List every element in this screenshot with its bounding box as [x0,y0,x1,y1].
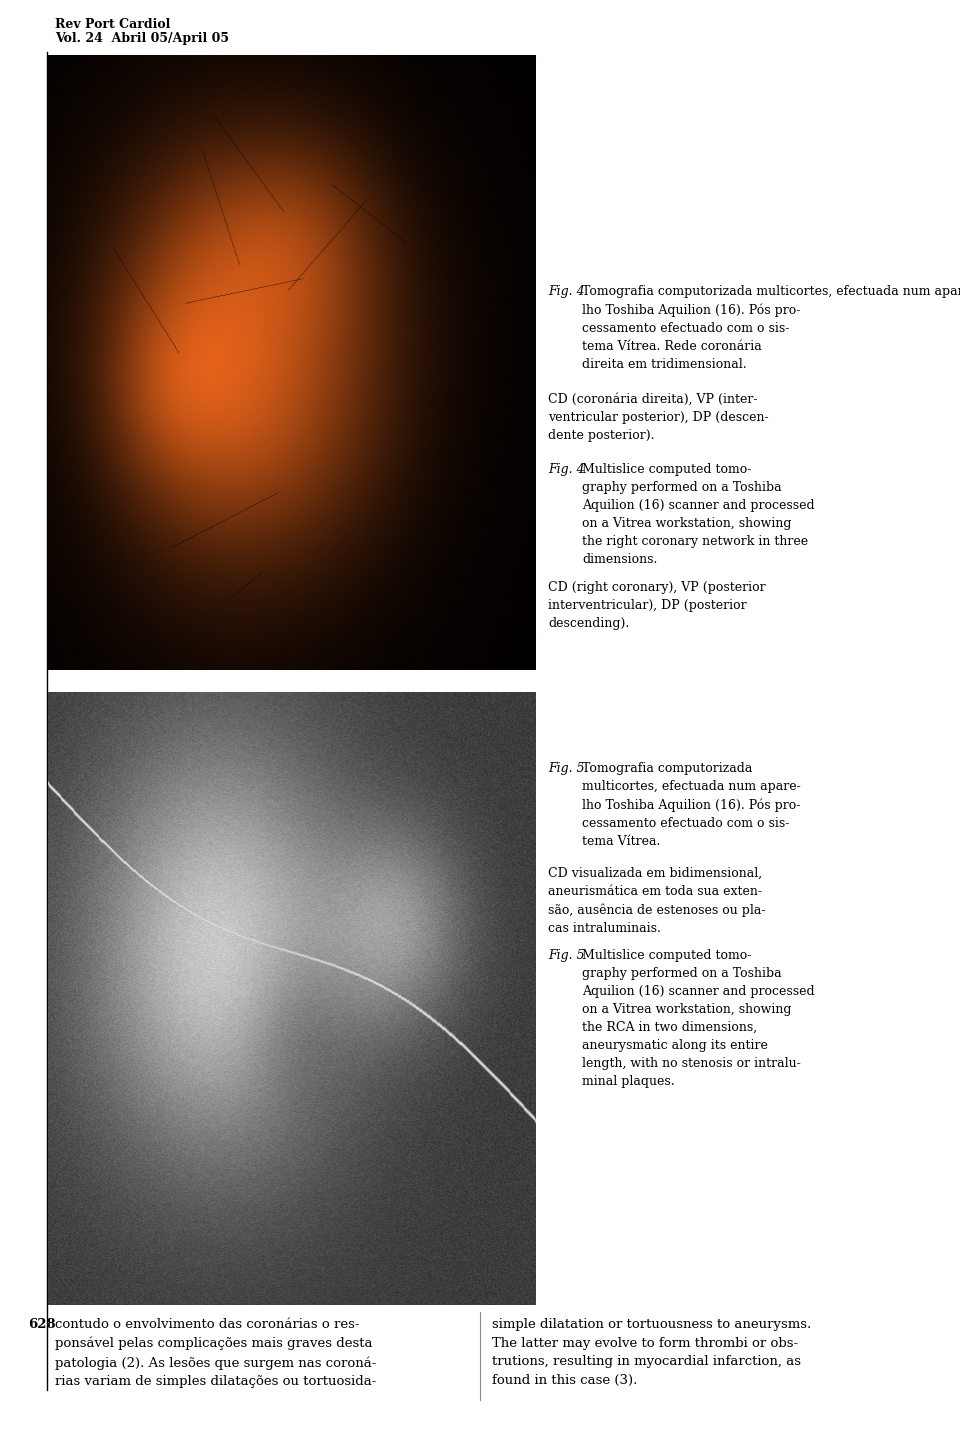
Text: CD: CD [388,244,404,255]
Text: ‒: ‒ [287,1291,295,1301]
Text: Fig. 4: Fig. 4 [548,463,585,476]
Text: CD (right coronary), VP (posterior
interventricular), DP (posterior
descending).: CD (right coronary), VP (posterior inter… [548,581,766,630]
Text: A: A [287,641,295,651]
Text: Multislice computed tomo-
graphy performed on a Toshiba
Aquilion (16) scanner an: Multislice computed tomo- graphy perform… [582,949,815,1089]
Text: Fig. 4: Fig. 4 [548,285,585,298]
Bar [48,55,535,670]
Text: Tomografia computorizada
multicortes, efectuada num apare-
lho Toshiba Aquilion : Tomografia computorizada multicortes, ef… [582,762,801,848]
Bar [48,692,535,1306]
Text: simple dilatation or tortuousness to aneurysms.
The latter may evolve to form th: simple dilatation or tortuousness to ane… [492,1319,811,1386]
Text: CD: CD [108,938,124,948]
Text: 5242880J
Age:53 years
M
16 Aug 2004
14:26:57.000: 5242880J Age:53 years M 16 Aug 2004 14:2… [52,696,108,751]
Text: CD (coronária direita), VP (inter-
ventricular posterior), DP (descen-
dente pos: CD (coronária direita), VP (inter- ventr… [548,393,769,441]
Text: VP: VP [343,390,357,400]
Text: Fig. 5: Fig. 5 [548,762,585,775]
Text: Rev Port Cardiol: Rev Port Cardiol [55,19,170,32]
Text: kVP:135
mA:350
msec:400
mAs:89
Thk:0.5 mm
Aquilion: kVP:135 mA:350 msec:400 mAs:89 Thk:0.5 m… [52,1258,94,1301]
Text: Fig. 5: Fig. 5 [548,949,585,962]
Text: contudo o envolvimento das coronárias o res-
ponsável pelas complicações mais gr: contudo o envolvimento das coronárias o … [55,1319,376,1388]
Text: L: L [63,326,69,336]
Text: CD visualizada em bidimensional,
aneurismática em toda sua exten-
são, ausência : CD visualizada em bidimensional, aneuris… [548,867,765,935]
Text: P: P [288,68,295,78]
Text: Vitrea
W/L:187/13
Segmente: Vitrea W/L:187/13 Segmente [489,646,531,666]
Text: INCO
C
CORONAR
Ref:60%/1.0:: INCO C CORONAR Ref:60%/1.0: [475,59,531,102]
Text: Multislice computed tomo-
graphy performed on a Toshiba
Aquilion (16) scanner an: Multislice computed tomo- graphy perform… [582,463,815,567]
Text: kVP:135
mA:350
msec:400
mAs:89
Thk:0.5 mm
Aquilion
Orient: 171°/-66°/-37°: kVP:135 mA:350 msec:400 mAs:89 Thk:0.5 m… [52,615,146,666]
Text: DP: DP [233,301,249,311]
Text: 5242880J
Age:53 years
M
16 Aug 2004
14:26:57.000: 5242880J Age:53 years M 16 Aug 2004 14:2… [52,59,108,114]
Text: Vol. 24  Abril 05/April 05: Vol. 24 Abril 05/April 05 [55,32,229,45]
Text: L: L [288,705,294,715]
Text: Vitrea
W/L:561/1
Curved M
Vesse: Vitrea W/L:561/1 Curved M Vesse [492,1273,531,1301]
Text: 628: 628 [28,1319,56,1332]
Text: INCO
C
CORONAR
Ref:60%/1.0: INCO C CORONAR Ref:60%/1.0 [480,696,531,739]
Text: Tomografia computorizada multicortes, efectuada num apare-
lho Toshiba Aquilion : Tomografia computorizada multicortes, ef… [582,285,960,371]
Bar [52,656,60,664]
